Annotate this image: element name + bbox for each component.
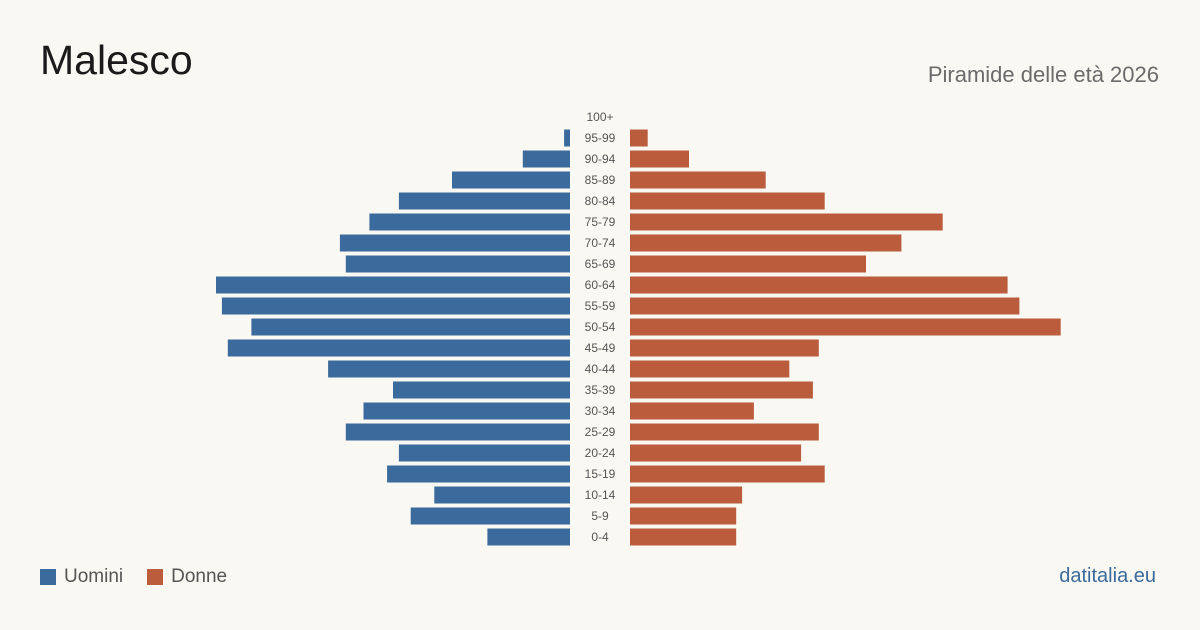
bar-men-0-4	[487, 528, 570, 546]
bar-women-60-64	[630, 276, 1008, 294]
age-label-65-69: 65-69	[585, 257, 616, 271]
age-label-100+: 100+	[586, 110, 613, 124]
bar-women-0-4	[630, 528, 737, 546]
bar-women-75-79	[630, 213, 943, 231]
age-label-70-74: 70-74	[585, 236, 616, 250]
bar-men-95-99	[564, 129, 570, 147]
age-label-85-89: 85-89	[585, 173, 616, 187]
age-label-90-94: 90-94	[585, 152, 616, 166]
bar-men-25-29	[345, 423, 570, 441]
age-label-0-4: 0-4	[591, 530, 609, 544]
bar-men-50-54	[251, 318, 570, 336]
bar-women-40-44	[630, 360, 790, 378]
bar-men-40-44	[328, 360, 570, 378]
bar-men-90-94	[522, 150, 570, 168]
age-label-35-39: 35-39	[585, 383, 616, 397]
legend-swatch-women	[147, 569, 164, 585]
age-label-95-99: 95-99	[585, 131, 616, 145]
age-labels-group: 100+ 95-99 90-94 85-89 80-84 75-79 70-74 65-69 6…	[585, 110, 616, 544]
bar-women-50-54	[630, 318, 1061, 336]
bar-men-75-79	[369, 213, 570, 231]
age-label-15-19: 15-19	[585, 467, 616, 481]
bar-men-10-14	[434, 486, 570, 504]
bar-men-30-34	[363, 402, 570, 420]
bar-men-70-74	[339, 234, 570, 252]
legend-label-women: Donne	[171, 566, 228, 587]
age-label-60-64: 60-64	[585, 278, 616, 292]
bar-women-55-59	[630, 297, 1020, 315]
bar-men-65-69	[345, 255, 570, 273]
age-label-20-24: 20-24	[585, 446, 616, 460]
brand-link[interactable]: datitalia.eu	[1059, 565, 1156, 587]
bar-women-25-29	[630, 423, 819, 441]
bar-women-5-9	[630, 507, 737, 525]
bar-women-15-19	[630, 465, 825, 483]
bar-men-45-49	[227, 339, 571, 357]
bar-women-80-84	[630, 192, 825, 210]
age-label-40-44: 40-44	[585, 362, 616, 376]
bar-women-85-89	[630, 171, 766, 189]
legend-item-men: Uomini	[40, 566, 123, 588]
age-label-30-34: 30-34	[585, 404, 616, 418]
bar-men-55-59	[221, 297, 570, 315]
bar-women-30-34	[630, 402, 754, 420]
bar-women-70-74	[630, 234, 902, 252]
legend-label-men: Uomini	[64, 566, 124, 587]
chart-subtitle: Piramide delle età 2026	[927, 62, 1159, 87]
age-label-10-14: 10-14	[585, 488, 616, 502]
bar-men-20-24	[398, 444, 570, 462]
women-bars-group	[630, 129, 1061, 546]
legend-item-women: Donne	[147, 566, 227, 588]
age-label-50-54: 50-54	[585, 320, 616, 334]
men-bars-group	[216, 129, 571, 546]
legend-swatch-men	[40, 569, 56, 585]
age-label-55-59: 55-59	[585, 299, 616, 313]
bar-women-95-99	[630, 129, 648, 147]
bar-women-35-39	[630, 381, 813, 399]
bar-men-85-89	[452, 171, 570, 189]
bar-men-80-84	[398, 192, 570, 210]
bar-women-65-69	[630, 255, 866, 273]
bar-women-45-49	[630, 339, 819, 357]
bar-men-60-64	[216, 276, 570, 294]
bar-men-35-39	[393, 381, 570, 399]
age-label-75-79: 75-79	[585, 215, 616, 229]
age-label-25-29: 25-29	[585, 425, 616, 439]
chart-legend: Uomini Donne	[40, 566, 251, 588]
bar-women-90-94	[630, 150, 689, 168]
age-label-80-84: 80-84	[585, 194, 616, 208]
bar-men-15-19	[387, 465, 570, 483]
age-label-45-49: 45-49	[585, 341, 616, 355]
bar-men-5-9	[410, 507, 570, 525]
page-title: Malesco	[40, 37, 193, 83]
bar-women-10-14	[630, 486, 743, 504]
age-label-5-9: 5-9	[591, 509, 609, 523]
bar-women-20-24	[630, 444, 802, 462]
